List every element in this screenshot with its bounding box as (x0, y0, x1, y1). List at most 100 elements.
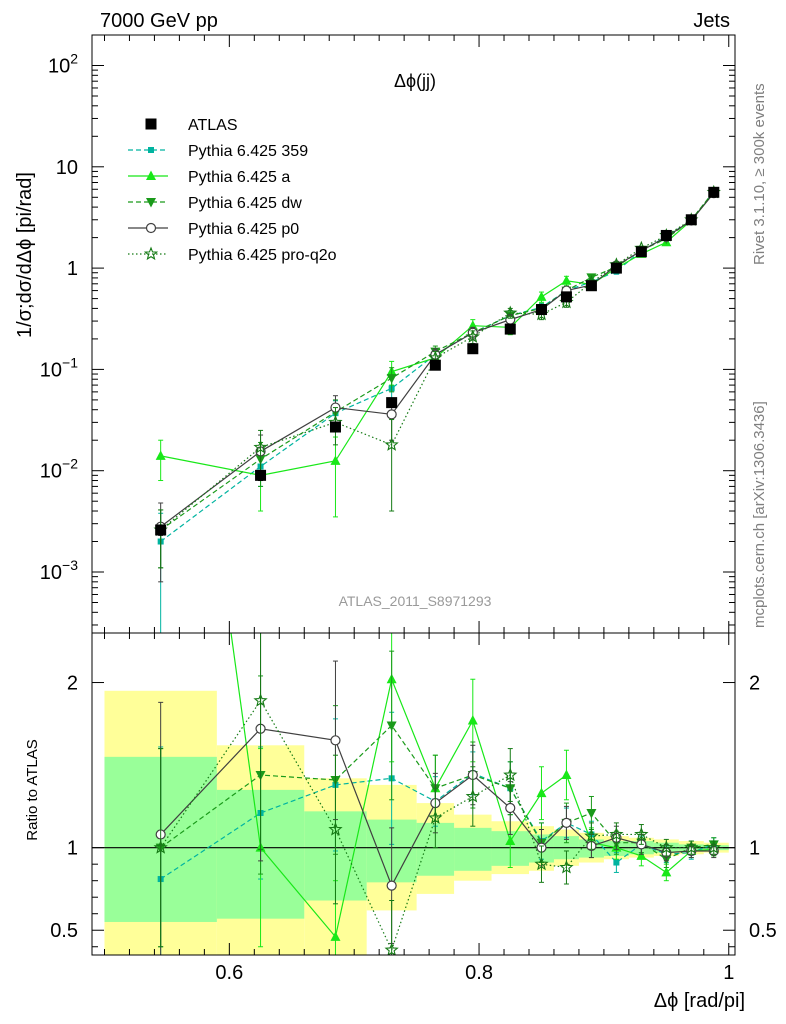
y-tick-label: 102 (48, 50, 78, 77)
ratio-pythia-6-425-p0-point (330, 735, 341, 746)
legend-entry: Pythia 6.425 a (128, 169, 290, 186)
ratio-pythia-6-425-pro-q2o-point (706, 840, 721, 854)
main-title: Δϕ(jj) (394, 71, 436, 91)
main-panel: 10−3 10−2 10−1 1 10 102 Δϕ(jj) ATLAS_2011_S89… (14, 34, 736, 634)
ratio-pythia-6-425-a-point (561, 769, 572, 780)
ratio-pythia-6-425-dw-point (586, 808, 597, 819)
main-atlas-series (155, 186, 720, 536)
ratio-pythia-6-425-pro-q2o-point (253, 693, 268, 707)
ratio-pythia-6-425-pro-q2o-series (153, 633, 721, 955)
legend-entry: Pythia 6.425 dw (128, 195, 302, 212)
ratio-pythia-6-425-a-point (661, 866, 672, 877)
ratio-pythia-6-425-a-point (156, 116, 166, 126)
legend-label: ATLAS (188, 117, 238, 134)
uncertainty-band-inner (454, 827, 492, 871)
ratio-pythia-6-425-pro-q2o-point (609, 826, 624, 841)
legend-label: Pythia 6.425 p0 (188, 221, 299, 238)
main-atlas-point (329, 421, 341, 433)
main-pythia-6-425-a-point (330, 455, 341, 465)
process-label: 7000 GeV pp (100, 10, 218, 32)
ratio-y-tick-label: 2 (67, 673, 78, 695)
y-tick-label: 10 (56, 157, 78, 179)
legend-marker (146, 170, 156, 180)
legend-entry: Pythia 6.425 pro-q2o (128, 246, 337, 264)
ratio-pythia-6-425-pro-q2o-point (634, 826, 649, 841)
main-atlas-point (708, 186, 720, 198)
legend-entry: Pythia 6.425 p0 (128, 221, 299, 238)
main-atlas-point (467, 343, 479, 355)
main-atlas-point (635, 246, 647, 258)
ratio-panel: 0.5 0.5 1 1 2 2 0.6 0.8 1 Ratio to ATLAS Δϕ [rad… (24, 116, 777, 1012)
channel-label: Jets (693, 10, 730, 32)
legend-label: Pythia 6.425 dw (188, 195, 302, 212)
legend-marker (143, 246, 159, 261)
main-atlas-point (504, 323, 516, 335)
y-axis-label: 1/σ;dσ/dΔϕ [pi/rad] (14, 172, 36, 338)
ratio-pythia-6-425-a-point (467, 715, 478, 725)
ratio-pythia-6-425-dw-line (160, 724, 714, 860)
ratio-pythia-6-425-a-point (636, 850, 647, 860)
main-atlas-point (610, 262, 622, 274)
ratio-pythia-6-425-pro-q2o-point (659, 840, 674, 854)
main-pythia-6-425-pro-q2o-point (503, 305, 518, 320)
main-atlas-point (685, 214, 697, 226)
mcplots-label: mcplots.cern.ch [arXiv:1306.3436] (751, 401, 768, 628)
main-pythia-6-425-dw-point (386, 374, 397, 384)
ratio-y-tick-label: 1 (67, 838, 78, 860)
main-atlas-point (560, 291, 572, 303)
y-tick-label: 10−2 (40, 456, 78, 483)
main-pythia-6-425-a-point (536, 291, 547, 301)
ratio-pythia-6-425-pro-q2o-point (534, 856, 549, 871)
x-tick-label: 0.8 (465, 962, 493, 984)
x-tick-label: 0.6 (215, 962, 243, 984)
legend-label: Pythia 6.425 359 (188, 143, 308, 160)
ratio-frame (91, 632, 736, 956)
legend-entry: Pythia 6.425 359 (128, 143, 308, 160)
y-tick-label: 1 (67, 258, 78, 280)
ratio-pythia-6-425-p0-point (505, 802, 516, 814)
ratio-pythia-6-425-pro-q2o-point (465, 788, 480, 803)
y-tick-label: 10−3 (40, 557, 78, 584)
ratio-y-tick-label: 0.5 (50, 920, 78, 942)
x-axis-label: Δϕ [rad/pi] (654, 990, 745, 1012)
main-atlas-point (660, 229, 672, 241)
main-atlas-point (255, 469, 267, 481)
ratio-y-tick-label-right: 0.5 (749, 920, 777, 942)
ratio-pythia-6-425-p0-point (386, 880, 397, 891)
legend-marker (146, 198, 156, 208)
ratio-y-tick-label-right: 2 (749, 673, 760, 695)
ratio-pythia-6-425-a-point (505, 835, 516, 846)
main-pythia-6-425-a-point (561, 275, 572, 285)
main-atlas-point (155, 524, 167, 536)
ratio-pythia-6-425-p0-point (561, 817, 572, 828)
ratio-pythia-6-425-dw-point (386, 721, 397, 731)
ratio-pythia-6-425-pro-q2o-point (584, 828, 599, 843)
legend-entry: ATLAS (145, 117, 238, 134)
main-pythia-6-425-pro-q2o-point (253, 439, 268, 454)
ratio-pythia-6-425-pro-q2o-point (684, 840, 699, 854)
main-pythia-6-425-dw-series (155, 187, 719, 569)
watermark: ATLAS_2011_S8971293 (339, 593, 492, 609)
main-atlas-point (386, 397, 398, 409)
main-pythia-6-425-pro-q2o-point (384, 437, 399, 451)
ratio-pythia-6-425-pro-q2o-point (384, 942, 399, 955)
main-pythia-6-425-pro-q2o-series (153, 184, 721, 569)
main-pythia-6-425-dw-point (586, 273, 597, 283)
ratio-pythia-6-425-pro-q2o-point (503, 767, 518, 782)
ratio-pythia-6-425-a-point (536, 787, 547, 798)
main-atlas-point (585, 280, 597, 292)
y-tick-label: 10−1 (40, 354, 78, 381)
ratio-pythia-6-425-a-point (330, 931, 341, 941)
main-atlas-point (535, 304, 547, 316)
legend-marker (145, 118, 157, 130)
legend-marker (148, 147, 154, 153)
ratio-y-tick-label-right: 1 (749, 838, 760, 860)
ratio-pythia-6-425-359-line (160, 772, 714, 880)
legend-marker (145, 222, 157, 234)
rivet-label: Rivet 3.1.10, ≥ 300k events (751, 83, 768, 265)
main-atlas-point (429, 359, 441, 371)
ratio-pythia-6-425-pro-q2o-point (153, 840, 168, 854)
x-tick-label: 1 (723, 962, 734, 984)
ratio-pythia-6-425-pro-q2o-point (328, 821, 343, 836)
